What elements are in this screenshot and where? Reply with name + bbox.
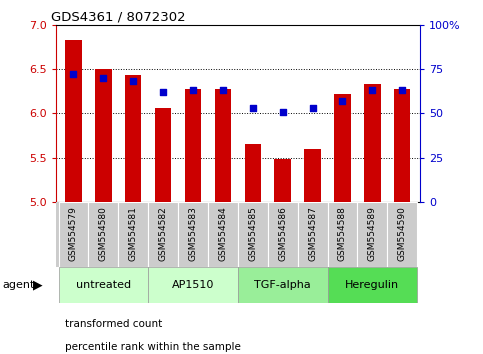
- Point: [369, 87, 376, 93]
- Bar: [155, 108, 171, 202]
- Bar: [58, 267, 148, 303]
- Text: GSM554581: GSM554581: [129, 206, 138, 261]
- Bar: [274, 159, 291, 202]
- Text: GSM554579: GSM554579: [69, 206, 78, 261]
- Text: GSM554580: GSM554580: [99, 206, 108, 261]
- Text: GSM554582: GSM554582: [158, 206, 168, 261]
- Point: [189, 87, 197, 93]
- Point: [339, 98, 346, 104]
- Text: GSM554588: GSM554588: [338, 206, 347, 261]
- Bar: [208, 202, 238, 267]
- Text: GSM554584: GSM554584: [218, 206, 227, 261]
- Point: [249, 105, 256, 111]
- Text: GSM554586: GSM554586: [278, 206, 287, 261]
- Bar: [95, 69, 112, 202]
- Point: [70, 72, 77, 77]
- Bar: [394, 88, 411, 202]
- Bar: [327, 267, 417, 303]
- Text: Heregulin: Heregulin: [345, 280, 399, 290]
- Text: percentile rank within the sample: percentile rank within the sample: [65, 342, 241, 352]
- Bar: [215, 88, 231, 202]
- Text: untreated: untreated: [76, 280, 131, 290]
- Bar: [65, 40, 82, 202]
- Bar: [88, 202, 118, 267]
- Text: ▶: ▶: [33, 279, 43, 291]
- Text: GSM554587: GSM554587: [308, 206, 317, 261]
- Bar: [364, 84, 381, 202]
- Bar: [118, 202, 148, 267]
- Point: [99, 75, 107, 81]
- Bar: [387, 202, 417, 267]
- Bar: [185, 88, 201, 202]
- Point: [398, 87, 406, 93]
- Text: GSM554585: GSM554585: [248, 206, 257, 261]
- Bar: [244, 144, 261, 202]
- Bar: [125, 75, 142, 202]
- Bar: [238, 202, 268, 267]
- Text: TGF-alpha: TGF-alpha: [255, 280, 311, 290]
- Text: AP1510: AP1510: [172, 280, 214, 290]
- Point: [279, 109, 286, 114]
- Text: GDS4361 / 8072302: GDS4361 / 8072302: [51, 11, 185, 24]
- Point: [129, 79, 137, 84]
- Bar: [327, 202, 357, 267]
- Text: GSM554589: GSM554589: [368, 206, 377, 261]
- Text: GSM554583: GSM554583: [188, 206, 198, 261]
- Bar: [357, 202, 387, 267]
- Bar: [148, 267, 238, 303]
- Bar: [304, 149, 321, 202]
- Point: [309, 105, 316, 111]
- Bar: [148, 202, 178, 267]
- Bar: [58, 202, 88, 267]
- Bar: [334, 94, 351, 202]
- Bar: [298, 202, 327, 267]
- Point: [159, 89, 167, 95]
- Bar: [268, 202, 298, 267]
- Text: agent: agent: [2, 280, 35, 290]
- Point: [219, 87, 227, 93]
- Text: transformed count: transformed count: [65, 319, 162, 329]
- Bar: [238, 267, 327, 303]
- Text: GSM554590: GSM554590: [398, 206, 407, 261]
- Bar: [178, 202, 208, 267]
